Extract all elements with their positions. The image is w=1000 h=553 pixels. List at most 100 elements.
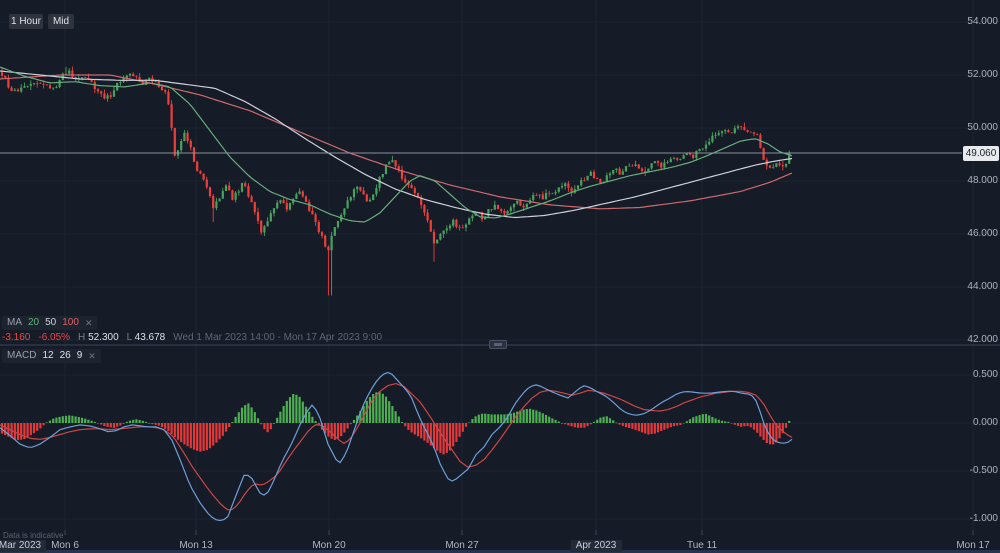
candle-body bbox=[84, 77, 87, 78]
macd-histogram-bar bbox=[762, 423, 765, 440]
macd-histogram-bar bbox=[496, 414, 500, 423]
macd-histogram-bar bbox=[244, 405, 247, 423]
macd-close-icon[interactable]: ✕ bbox=[88, 351, 96, 361]
macd-histogram-bar bbox=[298, 396, 301, 423]
macd-histogram-bar bbox=[282, 406, 285, 423]
macd-histogram-bar bbox=[551, 418, 554, 423]
macd-histogram-bar bbox=[109, 423, 112, 428]
macd-histogram-bar bbox=[448, 423, 452, 451]
price-type-button[interactable]: Mid bbox=[48, 14, 74, 29]
macd-histogram-bar bbox=[330, 423, 333, 439]
timeline-scrollbar[interactable] bbox=[0, 550, 1000, 553]
macd-histogram-bar bbox=[173, 423, 176, 438]
macd-histogram-bar bbox=[458, 423, 461, 437]
candle-body bbox=[586, 175, 589, 181]
candle-body bbox=[295, 194, 298, 199]
candle-body bbox=[784, 163, 788, 167]
macd-histogram-bar bbox=[736, 423, 740, 426]
macd-histogram-bar bbox=[55, 417, 58, 423]
candle-body bbox=[132, 73, 135, 77]
candle-body bbox=[672, 158, 676, 160]
macd-histogram-bar bbox=[285, 400, 288, 423]
macd-histogram-bar bbox=[640, 423, 644, 433]
macd-histogram-bar bbox=[116, 423, 119, 427]
macd-histogram-bar bbox=[311, 416, 314, 423]
candle-body bbox=[544, 193, 548, 200]
macd-histogram-bar bbox=[490, 414, 493, 423]
candle-body bbox=[333, 227, 336, 236]
macd-histogram-bar bbox=[276, 417, 279, 423]
macd-histogram-bar bbox=[432, 423, 436, 449]
macd-histogram-bar bbox=[196, 423, 199, 451]
candle-body bbox=[311, 210, 314, 215]
candle-body bbox=[288, 203, 292, 210]
candle-body bbox=[682, 155, 685, 159]
candle-body bbox=[650, 163, 653, 169]
candle-body bbox=[244, 183, 247, 187]
candle-body bbox=[551, 193, 554, 195]
macd-axis-label: 0.500 bbox=[972, 369, 998, 380]
candle-body bbox=[653, 161, 656, 164]
candle-body bbox=[436, 239, 439, 244]
ma-legend[interactable]: MA 20 50 100 ✕ bbox=[2, 316, 98, 330]
price-axis-label: 44.000 bbox=[967, 281, 998, 292]
macd-histogram-bar bbox=[308, 411, 311, 423]
candle-body bbox=[215, 201, 218, 209]
candle-body bbox=[599, 179, 602, 184]
macd-histogram-bar bbox=[756, 423, 759, 433]
candle-body bbox=[250, 196, 253, 203]
candle-body bbox=[564, 183, 567, 187]
macd-histogram-bar bbox=[480, 413, 484, 423]
macd-histogram-bar bbox=[768, 423, 772, 445]
macd-histogram-bar bbox=[64, 415, 68, 423]
candle-body bbox=[426, 212, 429, 221]
interval-button[interactable]: 1 Hour bbox=[9, 14, 43, 29]
macd-legend[interactable]: MACD 12 26 9 ✕ bbox=[2, 349, 101, 363]
macd-histogram-bar bbox=[509, 413, 512, 423]
macd-histogram-bar bbox=[628, 423, 631, 428]
macd-histogram-bar bbox=[650, 423, 653, 434]
candle-body bbox=[128, 73, 132, 76]
candle-body bbox=[660, 162, 663, 168]
macd-histogram-bar bbox=[13, 423, 16, 440]
macd-histogram-bar bbox=[634, 423, 637, 431]
candle-body bbox=[445, 228, 448, 231]
candle-body bbox=[138, 77, 141, 82]
candle-body bbox=[212, 196, 215, 209]
macd-histogram-bar bbox=[631, 423, 634, 429]
macd-histogram-bar bbox=[423, 423, 426, 441]
macd-histogram-bar bbox=[42, 423, 45, 426]
macd-histogram-bar bbox=[349, 423, 352, 425]
candle-body bbox=[746, 130, 749, 132]
macd-histogram-bar bbox=[154, 423, 157, 425]
macd-histogram-bar bbox=[477, 414, 480, 423]
candle-body bbox=[576, 185, 580, 190]
macd-histogram-bar bbox=[464, 423, 468, 427]
candle-body bbox=[388, 162, 391, 165]
candle-body bbox=[618, 168, 621, 175]
macd-histogram-bar bbox=[256, 418, 260, 423]
ma-close-icon[interactable]: ✕ bbox=[84, 318, 93, 328]
pane-divider-handle[interactable] bbox=[489, 340, 507, 349]
macd-histogram-bar bbox=[228, 423, 231, 427]
change-percent: -6.05% bbox=[38, 332, 71, 343]
candle-body bbox=[772, 167, 775, 168]
macd-histogram-bar bbox=[669, 423, 672, 428]
macd-histogram-bar bbox=[381, 393, 384, 423]
candle-body bbox=[717, 133, 720, 135]
macd-histogram-bar bbox=[624, 423, 628, 428]
macd-histogram-bar bbox=[522, 409, 525, 423]
candle-body bbox=[583, 180, 586, 181]
candle-body bbox=[74, 77, 77, 79]
candle-body bbox=[160, 86, 164, 91]
candle-body bbox=[512, 203, 516, 208]
candle-body bbox=[461, 227, 464, 229]
price-axis-label: 48.000 bbox=[967, 175, 998, 186]
candle-body bbox=[330, 235, 333, 251]
candle-body bbox=[68, 70, 71, 74]
candle-body bbox=[343, 208, 346, 215]
macd-histogram-bar bbox=[100, 423, 103, 425]
candle-body bbox=[109, 95, 112, 97]
time-axis-label: Mar 2023 bbox=[0, 540, 47, 552]
